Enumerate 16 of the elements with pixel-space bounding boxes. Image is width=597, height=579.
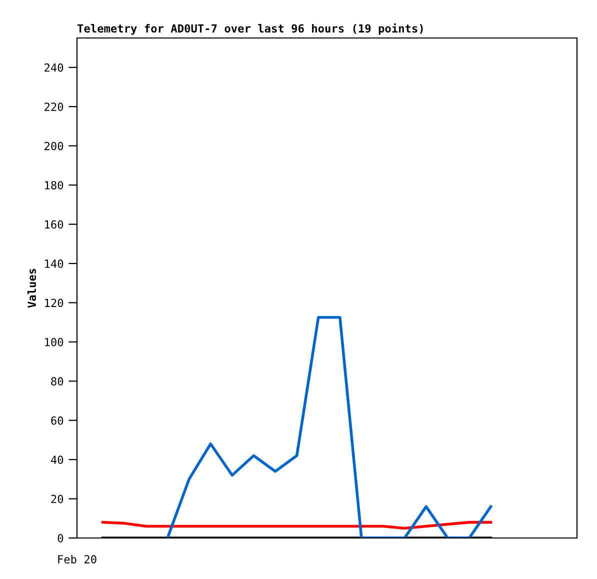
y-tick-label: 60 <box>51 416 64 425</box>
y-axis-title: Values <box>27 268 36 308</box>
y-tick-label: 20 <box>51 494 64 504</box>
y-tick-label: 120 <box>45 298 64 308</box>
y-tick-label: 200 <box>44 142 64 150</box>
y-tick-label: 80 <box>51 377 64 386</box>
y-tick-label: 140 <box>45 259 64 268</box>
y-tick-label: 180 <box>45 181 64 190</box>
y-tick-label: 160 <box>45 220 64 229</box>
chart-title: Telemetry for AD0UT-7 over last 96 hours (19 points) <box>77 23 423 35</box>
y-tick-label: 240 <box>44 63 64 72</box>
y-tick-label: 0 <box>58 534 64 542</box>
y-tick-label: 100 <box>45 338 64 346</box>
text: Feb 20 <box>58 554 96 564</box>
y-tick-label: 40 <box>50 456 64 464</box>
y-tick-label: 220 <box>44 102 64 112</box>
